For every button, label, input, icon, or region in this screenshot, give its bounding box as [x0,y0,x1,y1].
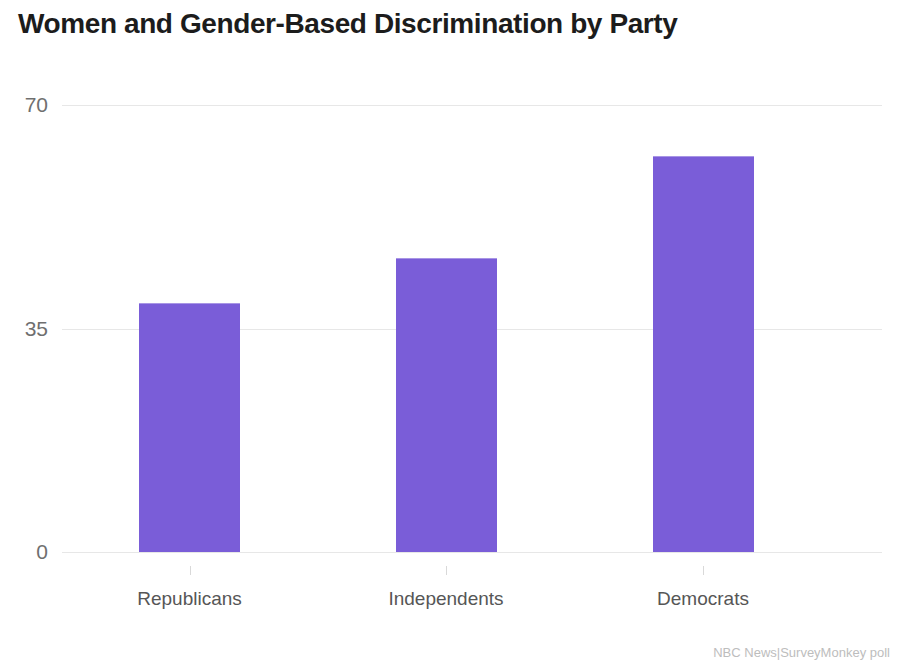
chart-canvas: Women and Gender-Based Discrimination by… [0,0,899,667]
y-axis-tick-label-0: 0 [0,541,48,562]
source-note: NBC News|SurveyMonkey poll [713,645,890,660]
plot-area [62,105,882,552]
bar-republicans[interactable] [139,303,240,552]
gridline-0 [62,552,882,553]
chart-title: Women and Gender-Based Discrimination by… [18,8,677,40]
x-axis-tick-democrats [703,566,704,575]
bar-democrats[interactable] [653,156,754,552]
x-axis-tick-independents [446,566,447,575]
y-axis-tick-label-70: 70 [0,94,48,115]
y-axis-tick-label-35: 35 [0,318,48,339]
category-label-independents: Independents [388,588,503,611]
bar-independents[interactable] [396,258,497,552]
category-label-republicans: Republicans [137,588,242,611]
category-label-democrats: Democrats [657,588,749,611]
x-axis-tick-republicans [190,566,191,575]
gridline-70 [62,105,882,106]
